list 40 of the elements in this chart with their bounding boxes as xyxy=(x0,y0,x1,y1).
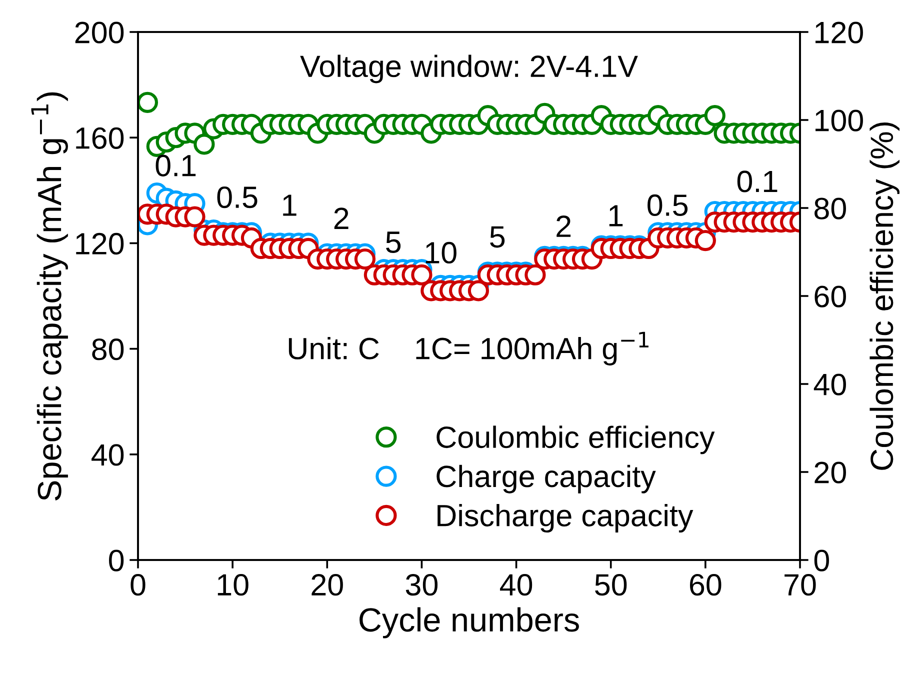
annotation: Voltage window: 2V-4.1V xyxy=(300,54,638,84)
y2-tick-label: 0 xyxy=(814,550,829,572)
annotation: 5 xyxy=(490,226,505,248)
y2-tick-label: 80 xyxy=(814,198,846,220)
legend-label: Discharge capacity xyxy=(438,504,694,532)
y-tick-label: 40 xyxy=(92,444,124,466)
annotation: 2 xyxy=(556,216,571,237)
x-tick-label: 20 xyxy=(312,574,343,596)
annotation: 0.1 xyxy=(737,170,778,192)
y-tick-label: 120 xyxy=(76,232,124,255)
x-tick-label: 40 xyxy=(500,574,532,596)
y-tick-label: 80 xyxy=(92,338,124,360)
y2-tick-label: 100 xyxy=(816,110,863,132)
annotation: Unit: C 1C= 100mAh g$^{−1}$ xyxy=(288,332,648,366)
annotation: 10 xyxy=(426,242,456,264)
x-tick-label: 0 xyxy=(130,574,146,596)
x-tick-label: 50 xyxy=(595,574,627,596)
annotation: 0.5 xyxy=(217,186,258,208)
x-tick-label: 10 xyxy=(218,574,248,596)
y2-tick-label: 120 xyxy=(816,22,863,44)
x-tick-label: 60 xyxy=(690,574,722,596)
annotation: 1 xyxy=(283,194,296,216)
y2-tick-label: 20 xyxy=(814,462,846,484)
legend-label: Charge capacity xyxy=(436,464,656,494)
y2-tick-label: 40 xyxy=(814,374,846,396)
y-tick-label: 160 xyxy=(76,127,124,149)
annotation: 0.5 xyxy=(648,194,688,216)
annotation: 0.1 xyxy=(156,154,196,176)
x-tick-label: 30 xyxy=(406,574,438,596)
x-axis-title: Cycle numbers xyxy=(360,607,579,638)
y-tick-label: 200 xyxy=(75,22,124,44)
annotation: 2 xyxy=(334,208,348,229)
legend-label: Coulombic efficiency xyxy=(436,426,715,454)
annotation: 5 xyxy=(386,232,401,253)
y-tick-label: 0 xyxy=(109,550,124,572)
y2-tick-label: 60 xyxy=(814,286,846,308)
y2-axis-title: Coulombic efficiency (%) xyxy=(870,122,900,470)
y-axis-title: Specific capacity (mAh g$^{−1}$) xyxy=(31,92,68,500)
x-tick-label: 70 xyxy=(784,574,816,596)
annotation: 1 xyxy=(609,205,623,226)
